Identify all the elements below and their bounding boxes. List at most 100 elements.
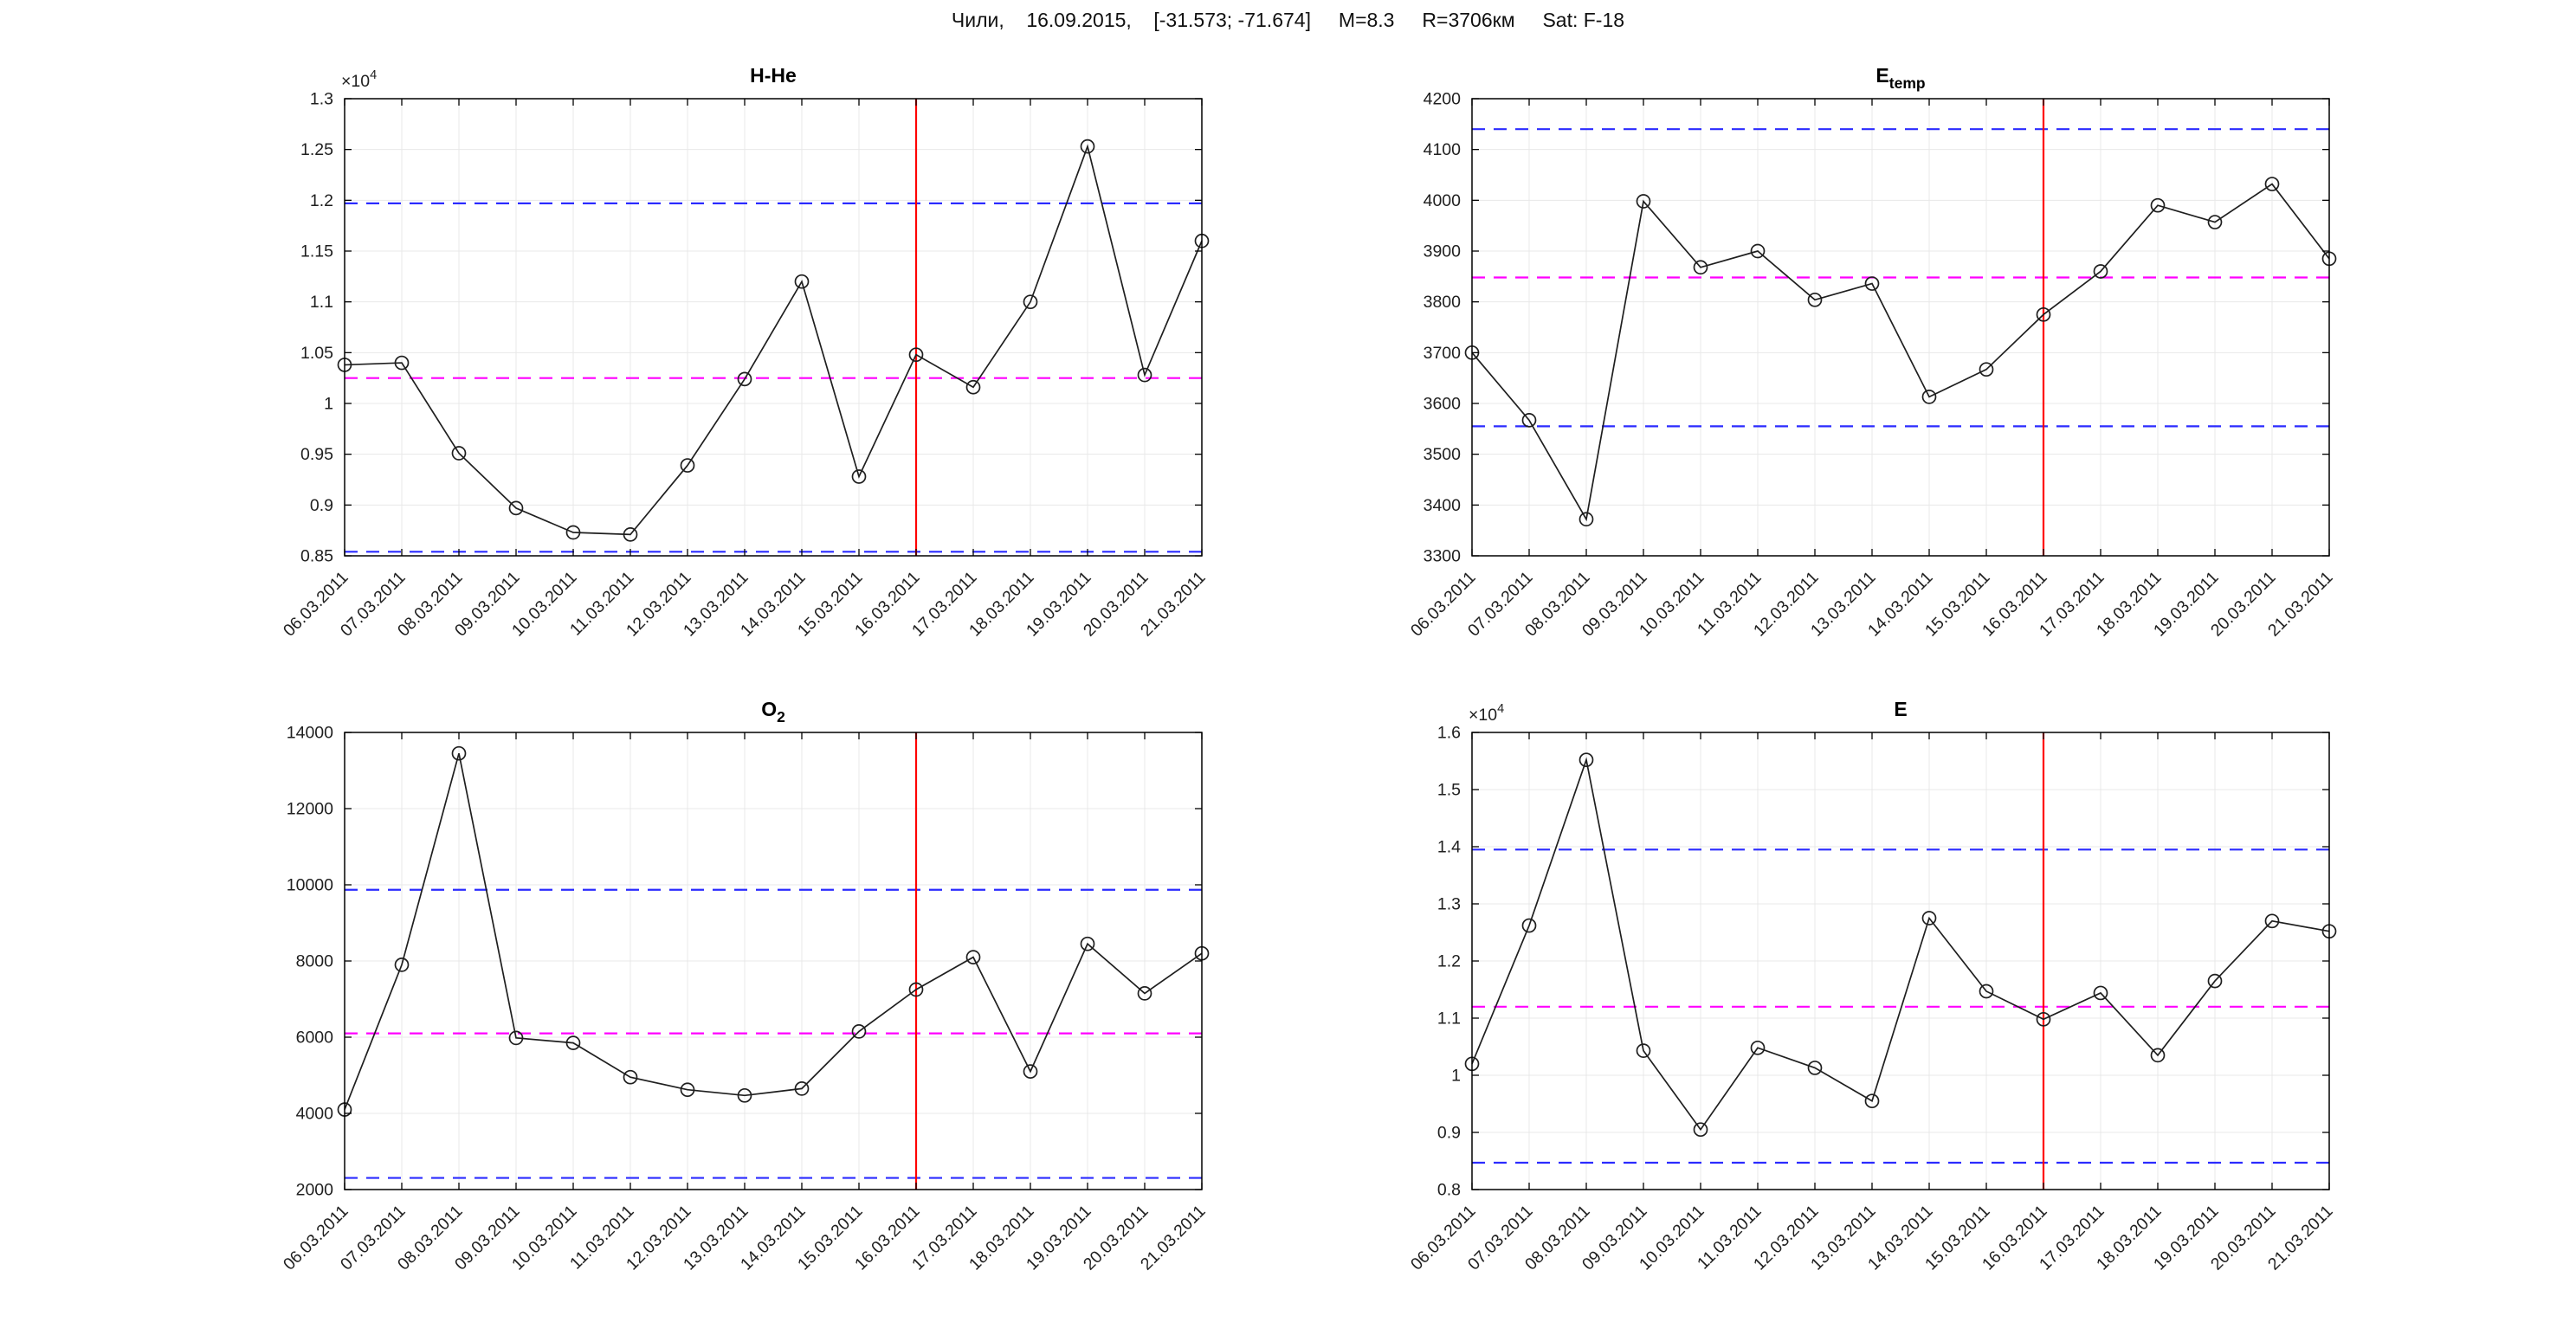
data-point: [1080, 139, 1095, 154]
y-tick-label: 1.25: [300, 140, 333, 159]
data-point: [1636, 1043, 1651, 1058]
chart-e-temp: 3300 3400 3500 3600 3700 3800 3900 4000 4100 4200…: [1407, 64, 2337, 641]
data-point: [1579, 512, 1594, 527]
data-point: [851, 1024, 867, 1039]
axes-border: [1471, 732, 2330, 1190]
y-tick-label: 2000: [296, 1181, 334, 1200]
data-point: [2093, 985, 2108, 1001]
y-tick-label: 6000: [296, 1029, 334, 1048]
y-tick-label: 1.5: [1437, 781, 1461, 800]
data-point: [1979, 984, 1994, 999]
data-line: [344, 144, 1203, 536]
data-point: [1521, 918, 1537, 933]
data-point: [1979, 362, 1994, 377]
y-tick-label: 1.6: [1437, 724, 1461, 743]
data-point: [908, 982, 924, 997]
data-point: [1636, 194, 1651, 209]
data-point: [737, 1087, 752, 1103]
data-point: [394, 355, 410, 371]
data-point: [1864, 276, 1880, 291]
y-tick-label: 0.8: [1437, 1181, 1461, 1200]
chart-title: Etemp: [1876, 64, 1925, 92]
data-point: [794, 1081, 810, 1096]
data-point: [1693, 1122, 1708, 1138]
data-point: [2150, 197, 2166, 213]
y-tick-label: 1: [1451, 1067, 1461, 1086]
chart-o2: 200040006000800010000120001400006.03.201…: [280, 698, 1210, 1274]
y-tick-label: 1.05: [300, 344, 333, 363]
y-tick-label: 4100: [1424, 140, 1462, 159]
chart-h-he: 0.850.90.9511.051.11.151.21.251.306.03.2…: [280, 64, 1210, 641]
y-tick-label: 1.15: [300, 242, 333, 261]
data-line: [344, 752, 1203, 1110]
data-point: [680, 458, 695, 473]
axes-border: [344, 98, 1203, 557]
data-point: [2207, 215, 2223, 229]
axes-border: [1471, 98, 2330, 557]
data-point: [623, 527, 638, 542]
y-tick-label: 1.1: [310, 293, 333, 312]
data-point: [1137, 986, 1152, 1001]
data-point: [2093, 264, 2108, 279]
y-tick-label: 3700: [1424, 344, 1462, 363]
data-point: [2150, 1048, 2166, 1063]
data-point: [794, 274, 810, 289]
data-point: [2036, 306, 2051, 322]
axes-border: [344, 732, 1203, 1190]
chart-title: O2: [761, 698, 785, 726]
y-tick-label: 4000: [296, 1105, 334, 1124]
data-point: [1750, 1040, 1766, 1055]
y-tick-label: 8000: [296, 952, 334, 971]
y-tick-label: 0.85: [300, 547, 333, 566]
chart-e: 0.80.911.11.21.31.41.51.606.03.201107.03…: [1407, 698, 2337, 1274]
data-line: [1471, 757, 2330, 1132]
data-point: [1080, 936, 1095, 951]
data-point: [451, 745, 467, 761]
y-scale-label: ×104: [341, 68, 377, 91]
data-point: [565, 1035, 581, 1050]
y-tick-label: 3400: [1424, 496, 1462, 515]
data-point: [908, 347, 924, 363]
y-tick-label: 14000: [287, 724, 333, 743]
y-tick-label: 12000: [287, 800, 333, 819]
y-tick-label: 1.4: [1437, 838, 1461, 857]
data-point: [508, 500, 524, 516]
y-tick-label: 0.95: [300, 445, 333, 464]
data-point: [2207, 973, 2223, 989]
y-tick-label: 1.3: [310, 90, 333, 109]
data-point: [1023, 294, 1038, 310]
data-point: [2036, 1011, 2051, 1027]
y-tick-label: 3500: [1424, 445, 1462, 464]
data-point: [851, 469, 867, 484]
y-tick-label: 1.1: [1437, 1009, 1461, 1029]
data-point: [1750, 243, 1766, 259]
chart-title: H-He: [750, 64, 797, 87]
data-point: [2264, 913, 2280, 929]
data-point: [451, 446, 467, 461]
y-scale-label: ×104: [1469, 702, 1504, 725]
data-point: [1137, 367, 1152, 383]
data-point: [565, 525, 581, 540]
data-point: [737, 371, 752, 387]
data-point: [1807, 1061, 1823, 1075]
data-point: [1023, 1064, 1038, 1079]
y-tick-label: 4200: [1424, 90, 1462, 109]
data-point: [680, 1082, 695, 1098]
data-point: [1921, 911, 1937, 925]
y-tick-label: 3900: [1424, 242, 1462, 261]
data-point: [1921, 390, 1937, 404]
y-tick-label: 0.9: [1437, 1124, 1461, 1143]
data-point: [2264, 177, 2280, 191]
y-tick-label: 3800: [1424, 293, 1462, 312]
y-tick-label: 1.2: [310, 191, 333, 210]
data-point: [965, 950, 981, 964]
chart-title: E: [1894, 698, 1907, 720]
data-point: [965, 379, 981, 395]
data-point: [508, 1030, 524, 1046]
y-tick-label: 4000: [1424, 191, 1462, 210]
y-tick-label: 0.9: [310, 496, 333, 515]
data-point: [1579, 752, 1594, 768]
y-tick-label: 1: [324, 395, 333, 414]
data-point: [1521, 413, 1537, 428]
data-point: [1807, 292, 1823, 307]
